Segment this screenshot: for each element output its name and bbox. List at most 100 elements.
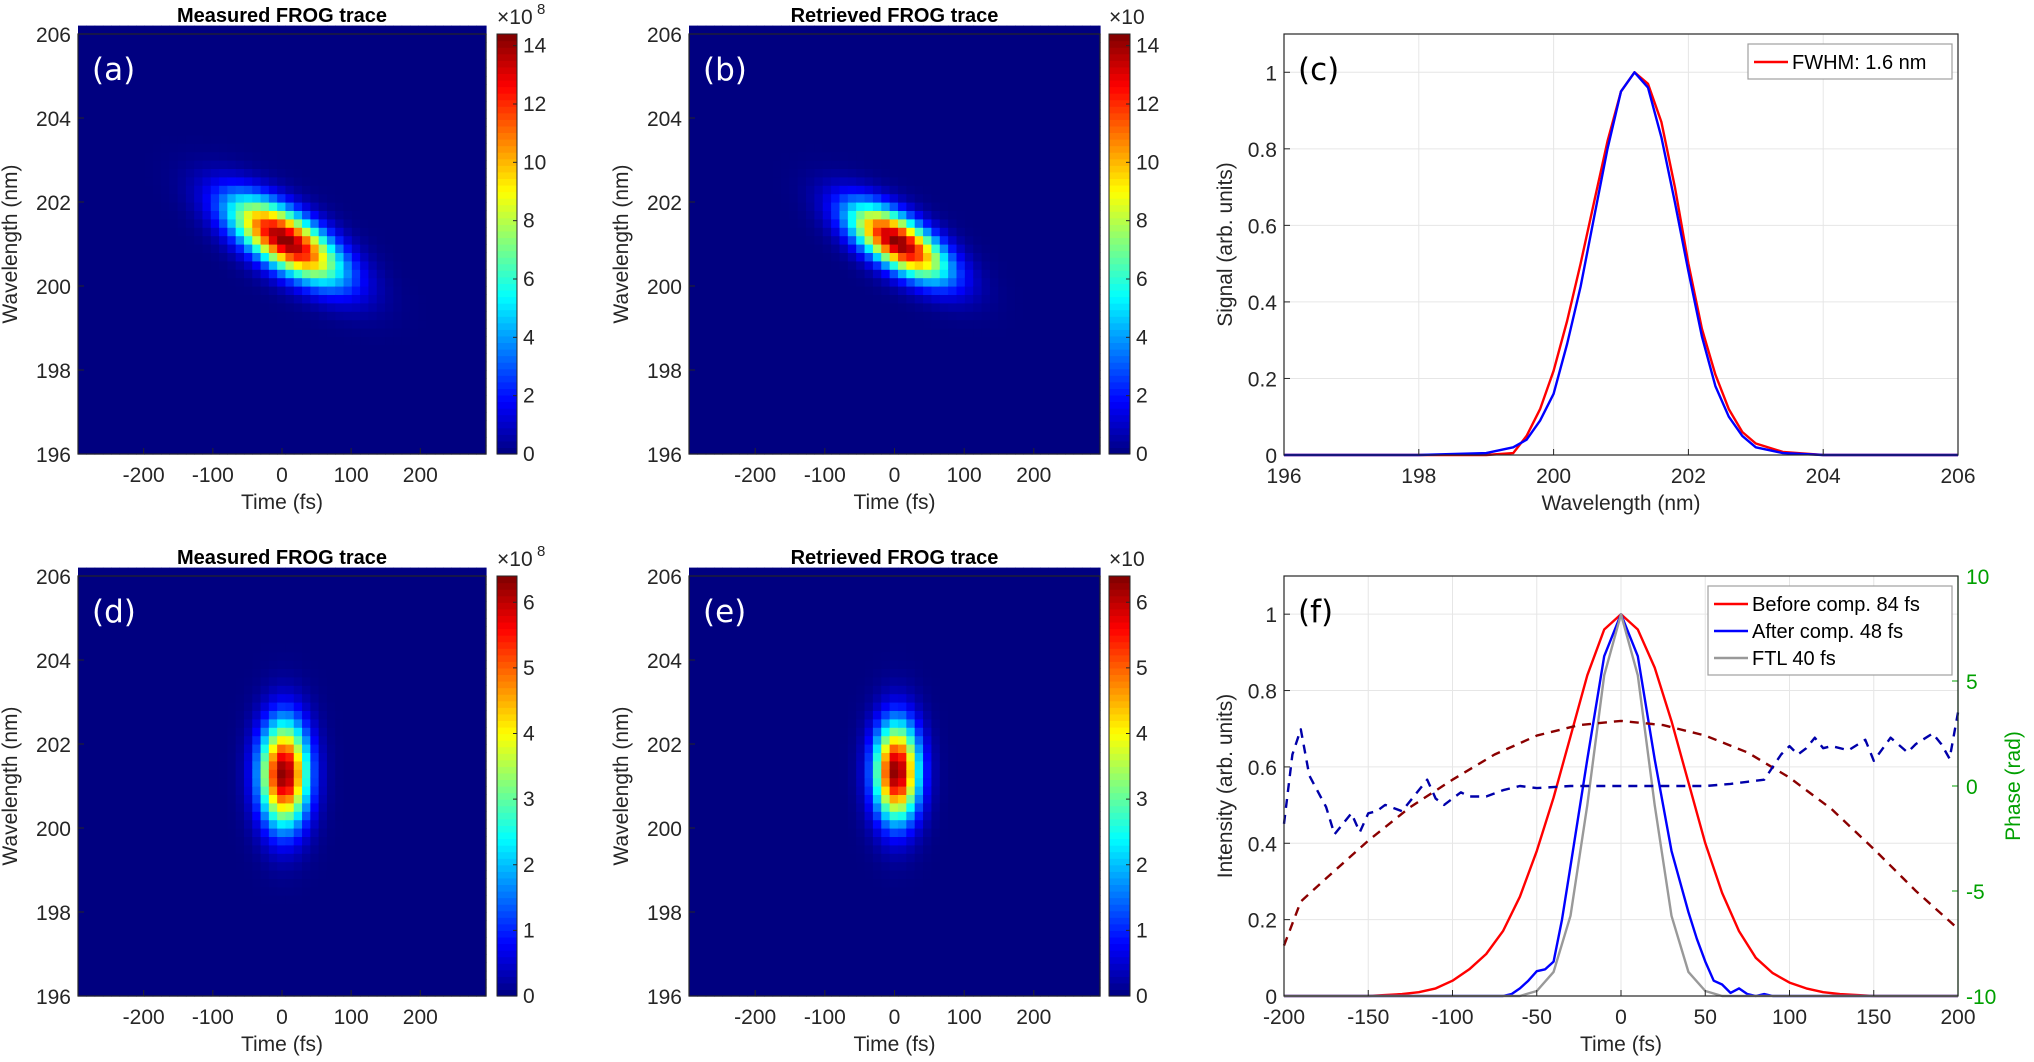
heatmap-cell [764, 428, 774, 438]
heatmap-cell [689, 235, 698, 245]
heatmap-cell [260, 311, 270, 321]
heatmap-cell [989, 109, 999, 119]
heatmap-cell [797, 92, 807, 102]
heatmap-cell [722, 76, 732, 85]
heatmap-cell [102, 445, 112, 455]
heatmap-cell [202, 361, 212, 371]
heatmap-cell [351, 42, 361, 52]
heatmap-cell [285, 76, 295, 85]
heatmap-cell [351, 76, 361, 85]
heatmap-cell [136, 370, 145, 379]
heatmap-cell [914, 134, 924, 144]
heatmap-cell [931, 445, 941, 455]
heatmap-cell [252, 202, 262, 211]
heatmap-cell [443, 50, 453, 60]
heatmap-cell [434, 252, 444, 262]
heatmap-cell [160, 218, 170, 228]
heatmap-cell [1023, 59, 1033, 69]
heatmap-cell [368, 109, 378, 119]
heatmap-cell [831, 344, 841, 354]
heatmap-cell [401, 126, 411, 136]
heatmap-cell [964, 227, 974, 237]
heatmap-cell [409, 252, 419, 262]
heatmap-cell [235, 185, 245, 195]
heatmap-cell [194, 336, 204, 346]
heatmap-cell [243, 227, 253, 237]
heatmap-cell [78, 143, 87, 153]
heatmap-cell [185, 160, 195, 169]
heatmap-cell [310, 84, 320, 94]
heatmap-cell [1048, 101, 1058, 111]
heatmap-cell [914, 311, 924, 321]
heatmap-cell [931, 218, 941, 228]
heatmap-cell [730, 25, 740, 35]
heatmap-cell [923, 193, 933, 203]
heatmap-cell [169, 34, 179, 43]
heatmap-cell [1023, 311, 1033, 321]
heatmap-cell [418, 370, 428, 379]
heatmap-cell [426, 294, 436, 304]
heatmap-cell [989, 218, 999, 228]
heatmap-cell [277, 227, 287, 237]
heatmap-cell [318, 227, 328, 237]
heatmap-cell [343, 370, 353, 379]
heatmap-cell [722, 25, 732, 35]
heatmap-cell [409, 59, 419, 69]
heatmap-cell [889, 101, 899, 111]
heatmap-cell [268, 118, 278, 127]
heatmap-cell [268, 59, 278, 69]
heatmap-cell [194, 319, 204, 329]
heatmap-cell [160, 260, 170, 270]
heatmap-cell [864, 151, 874, 161]
heatmap-cell [476, 109, 486, 119]
heatmap-cell [260, 50, 270, 60]
heatmap-cell [847, 34, 857, 43]
heatmap-cell [335, 227, 345, 237]
heatmap-cell [310, 160, 320, 169]
heatmap-cell [127, 59, 137, 69]
heatmap-cell [185, 269, 195, 279]
heatmap-cell [939, 328, 949, 337]
heatmap-cell [948, 437, 958, 447]
heatmap-cell [302, 67, 311, 77]
heatmap-cell [443, 311, 453, 321]
heatmap-cell [831, 294, 841, 304]
heatmap-cell [822, 67, 832, 77]
heatmap-cell [914, 428, 924, 438]
heatmap-cell [964, 378, 974, 388]
heatmap-cell [1065, 395, 1075, 405]
heatmap-cell [948, 76, 958, 85]
heatmap-cell [1015, 395, 1024, 405]
heatmap-cell [948, 311, 958, 321]
heatmap-cell [136, 118, 145, 127]
heatmap-cell [152, 386, 162, 396]
heatmap-cell [160, 50, 170, 60]
heatmap-cell [243, 353, 253, 363]
heatmap-cell [401, 370, 411, 379]
heatmap-cell [468, 185, 477, 195]
heatmap-cell [1065, 328, 1075, 337]
heatmap-cell [697, 370, 707, 379]
heatmap-cell [989, 412, 999, 421]
heatmap-cell [78, 193, 87, 203]
heatmap-cell [293, 412, 303, 421]
heatmap-cell [78, 353, 87, 363]
heatmap-cell [227, 445, 237, 455]
heatmap-cell [360, 101, 370, 111]
heatmap-cell [981, 403, 991, 413]
heatmap-cell [914, 319, 924, 329]
heatmap-cell [864, 168, 874, 178]
heatmap-cell [939, 50, 949, 60]
heatmap-cell [998, 311, 1008, 321]
heatmap-cell [468, 34, 477, 43]
heatmap-cell [714, 34, 724, 43]
heatmap-cell [755, 386, 765, 396]
heatmap-cell [385, 92, 394, 102]
heatmap-cell [94, 67, 104, 77]
heatmap-cell [1031, 227, 1041, 237]
heatmap-cell [219, 412, 228, 421]
heatmap-cell [697, 235, 707, 245]
heatmap-cell [689, 50, 698, 60]
heatmap-cell [310, 311, 320, 321]
heatmap-cell [310, 109, 320, 119]
